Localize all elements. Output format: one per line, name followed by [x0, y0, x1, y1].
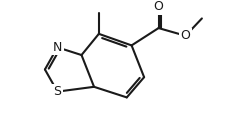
Text: N: N: [53, 41, 62, 54]
Text: O: O: [181, 29, 190, 42]
Text: O: O: [154, 0, 164, 13]
Text: S: S: [53, 85, 61, 98]
